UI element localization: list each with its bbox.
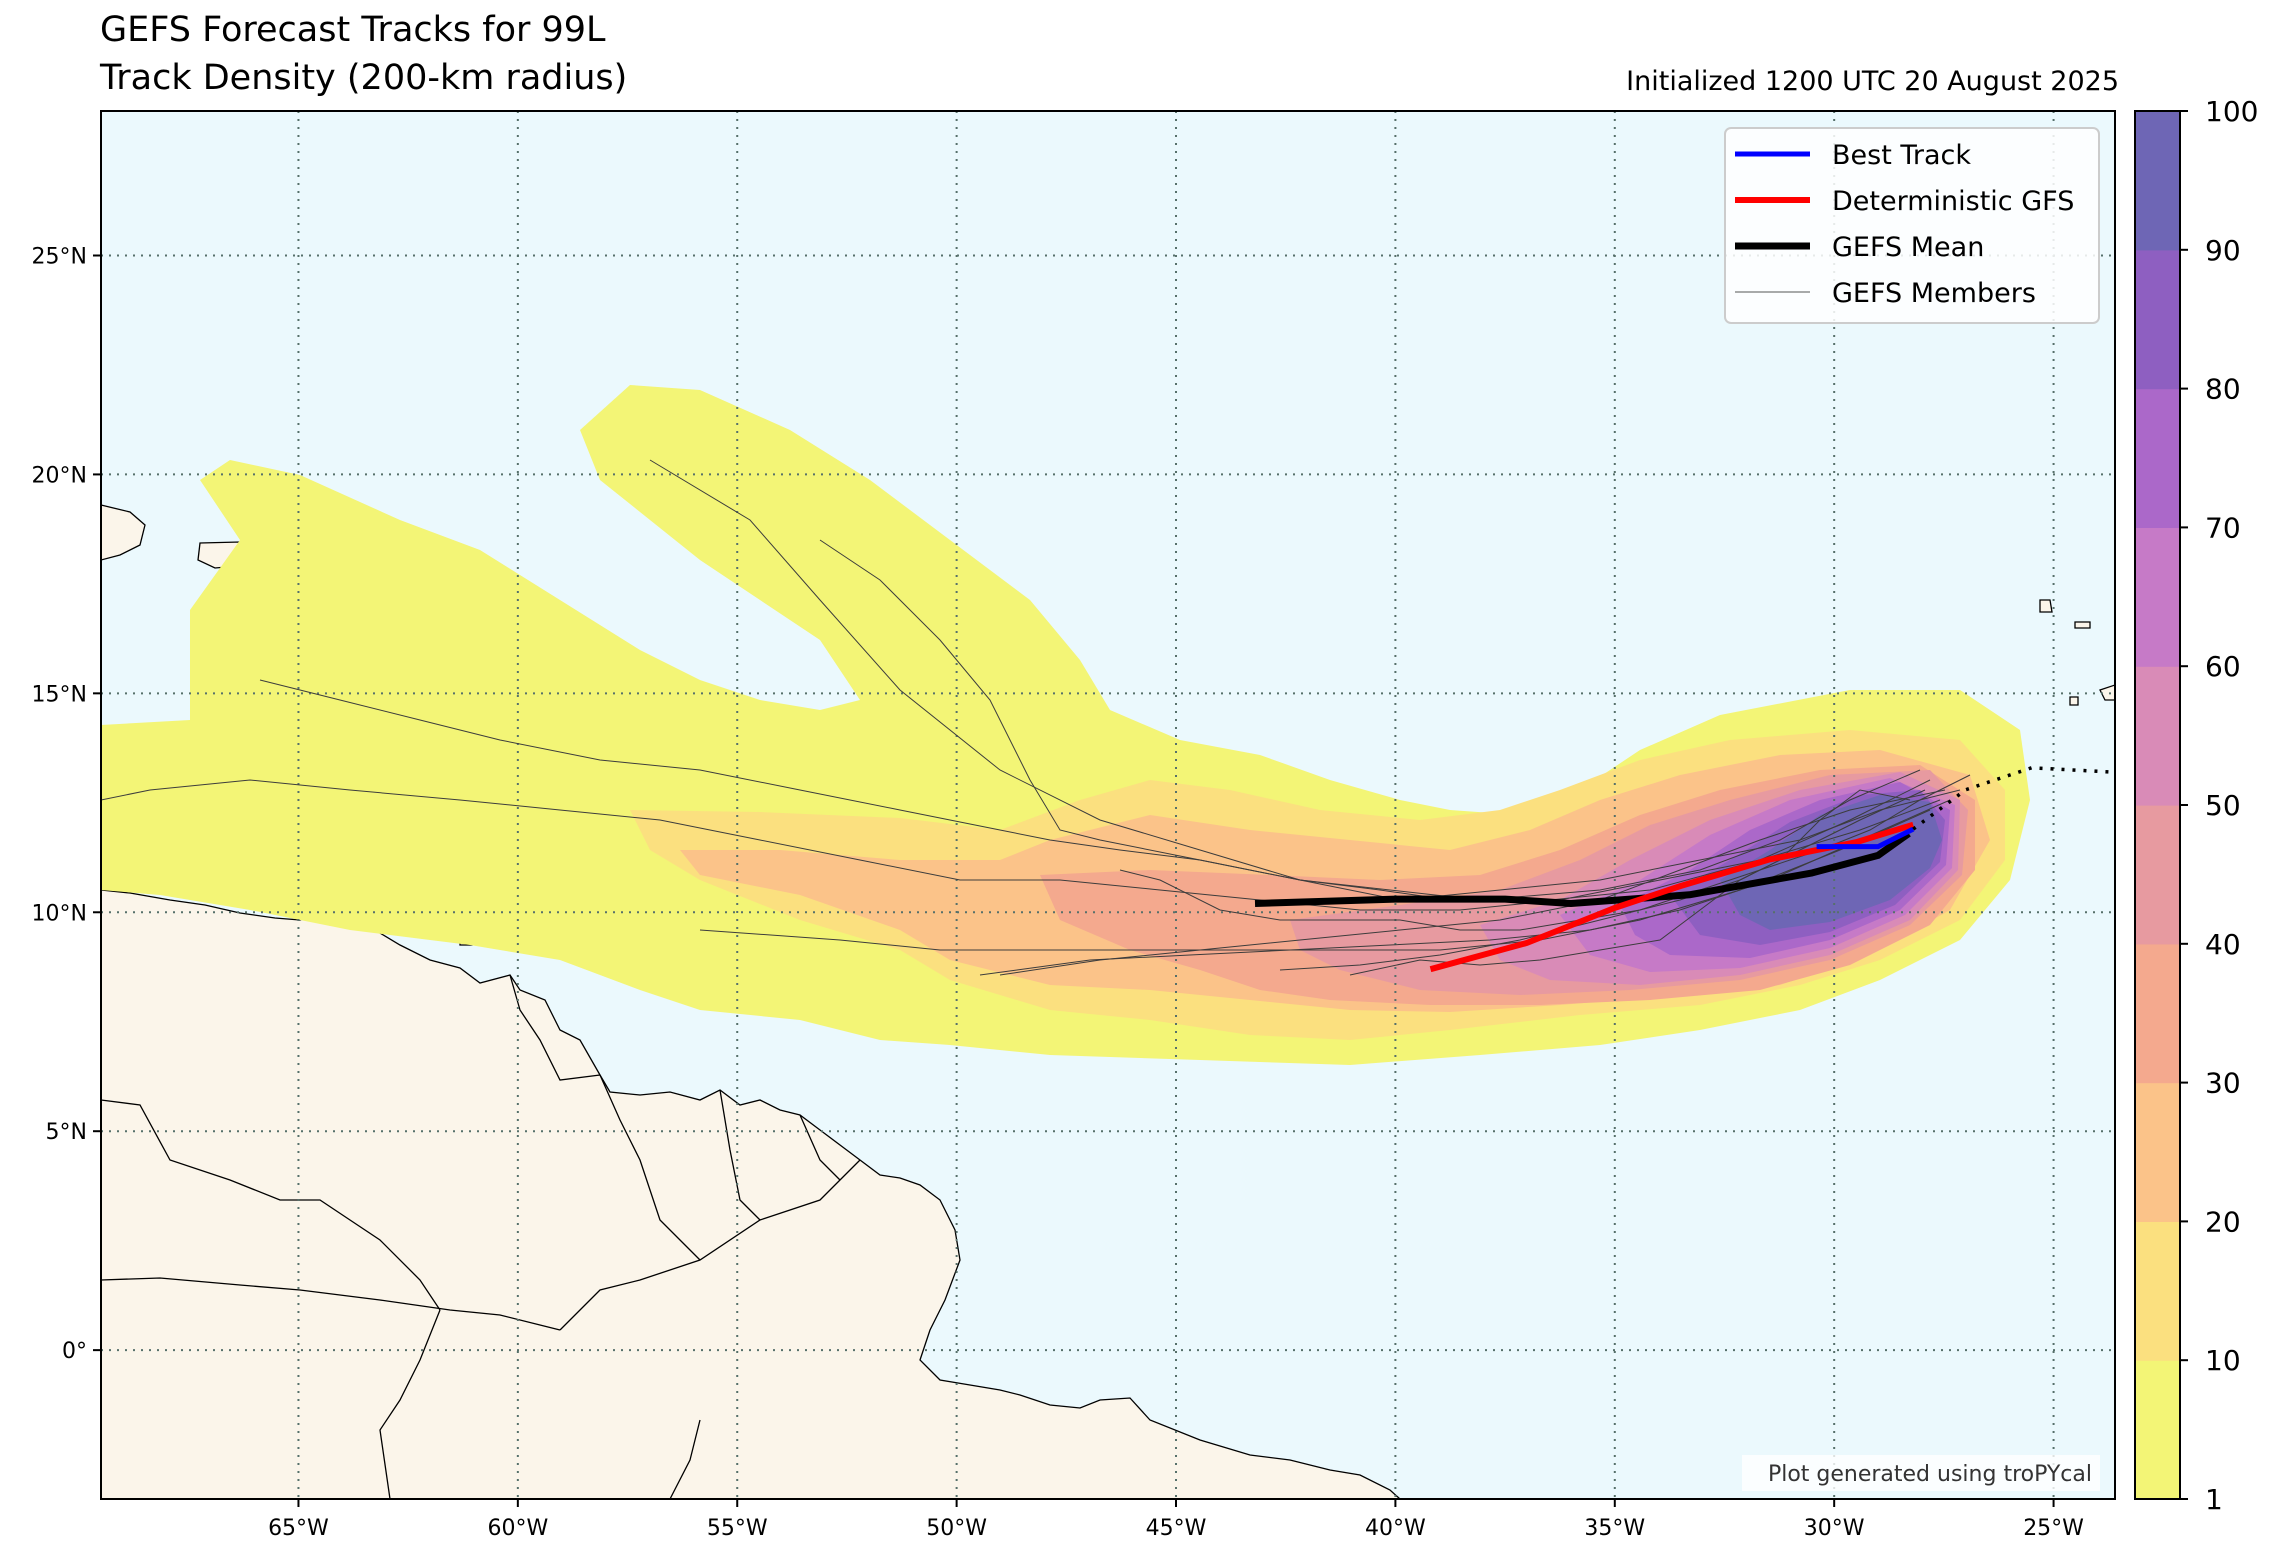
colorbar-segment-3 — [2135, 943, 2180, 1084]
credit-background — [1742, 1455, 2100, 1491]
lon-tick-label-2: 55°W — [707, 1516, 768, 1541]
legend-label-best-track: Best Track — [1832, 140, 1971, 171]
country-borders — [101, 974, 861, 1499]
colorbar — [2135, 111, 2180, 1500]
colorbar-segment-5 — [2135, 666, 2180, 806]
legend-box — [1724, 127, 2100, 324]
lon-tick-label-7: 30°W — [1804, 1516, 1865, 1541]
colorbar-tick-label-8: 80 — [2205, 373, 2241, 406]
colorbar-segment-4 — [2135, 805, 2180, 945]
colorbar-tick-label-5: 50 — [2205, 789, 2241, 822]
deterministic-gfs-track — [1429, 821, 1915, 973]
lat-tick-label-5: 0° — [62, 1339, 87, 1364]
colorbar-segment-6 — [2135, 527, 2180, 667]
gefs-member-tracks — [101, 459, 1971, 976]
colorbar-tick-labels: 1 10 20 30 40 50 60 70 80 90 100 — [2180, 95, 2258, 1516]
colorbar-segment-2 — [2135, 1082, 2180, 1222]
latitude-tick-labels: 25°N 20°N 15°N 10°N 5°N 0° — [32, 244, 101, 1364]
lat-tick-label-1: 20°N — [32, 463, 87, 488]
lon-tick-label-8: 25°W — [2023, 1516, 2084, 1541]
best-track — [1816, 826, 1915, 850]
colorbar-segment-8 — [2135, 249, 2180, 390]
legend-label-deterministic-gfs: Deterministic GFS — [1832, 186, 2074, 217]
longitude-tick-labels: 65°W 60°W 55°W 50°W 45°W 40°W 35°W 30°W 25°W — [268, 1499, 2084, 1541]
lon-tick-label-3: 50°W — [926, 1516, 987, 1541]
credit-text: Plot generated using troPYcal — [1768, 1462, 2092, 1487]
track-density-contours — [101, 385, 2030, 1065]
colorbar-segment-7 — [2135, 388, 2180, 528]
colorbar-tick-label-1: 10 — [2205, 1344, 2241, 1377]
colorbar-tick-label-7: 70 — [2205, 511, 2241, 544]
title-line-2: Track Density (200-km radius) — [100, 58, 628, 98]
lat-tick-label-4: 5°N — [46, 1120, 87, 1145]
gefs-mean-track — [1254, 830, 1911, 907]
legend-label-gefs-mean: GEFS Mean — [1832, 232, 1984, 263]
colorbar-segment-9 — [2135, 111, 2180, 251]
best-track-forecast-dotted — [1912, 766, 2115, 831]
colorbar-segment-1 — [2135, 1221, 2180, 1361]
title-line-1: GEFS Forecast Tracks for 99L — [100, 10, 606, 50]
lat-tick-label-3: 10°N — [32, 901, 87, 926]
colorbar-segment-0 — [2135, 1360, 2180, 1500]
colorbar-tick-label-6: 60 — [2205, 650, 2241, 683]
colorbar-tick-label-3: 30 — [2205, 1067, 2241, 1100]
colorbar-tick-label-4: 40 — [2205, 928, 2241, 961]
colorbar-tick-label-2: 20 — [2205, 1205, 2241, 1238]
colorbar-tick-label-0: 1 — [2205, 1483, 2223, 1516]
lon-tick-label-5: 40°W — [1365, 1516, 1426, 1541]
map-frame — [100, 110, 2116, 1500]
lat-tick-label-2: 15°N — [32, 682, 87, 707]
colorbar-tick-label-10: 100 — [2205, 95, 2258, 128]
lon-tick-label-1: 60°W — [487, 1516, 548, 1541]
map-legend: Best Track Deterministic GFS GEFS Mean G… — [1724, 127, 2100, 324]
colorbar-tick-label-9: 90 — [2205, 234, 2241, 267]
lon-tick-label-4: 45°W — [1146, 1516, 1207, 1541]
lon-tick-label-6: 35°W — [1584, 1516, 1645, 1541]
initialized-label: Initialized 1200 UTC 20 August 2025 — [1626, 66, 2119, 97]
legend-label-gefs-members: GEFS Members — [1832, 278, 2036, 309]
lat-tick-label-0: 25°N — [32, 244, 87, 269]
lon-tick-label-0: 65°W — [268, 1516, 329, 1541]
